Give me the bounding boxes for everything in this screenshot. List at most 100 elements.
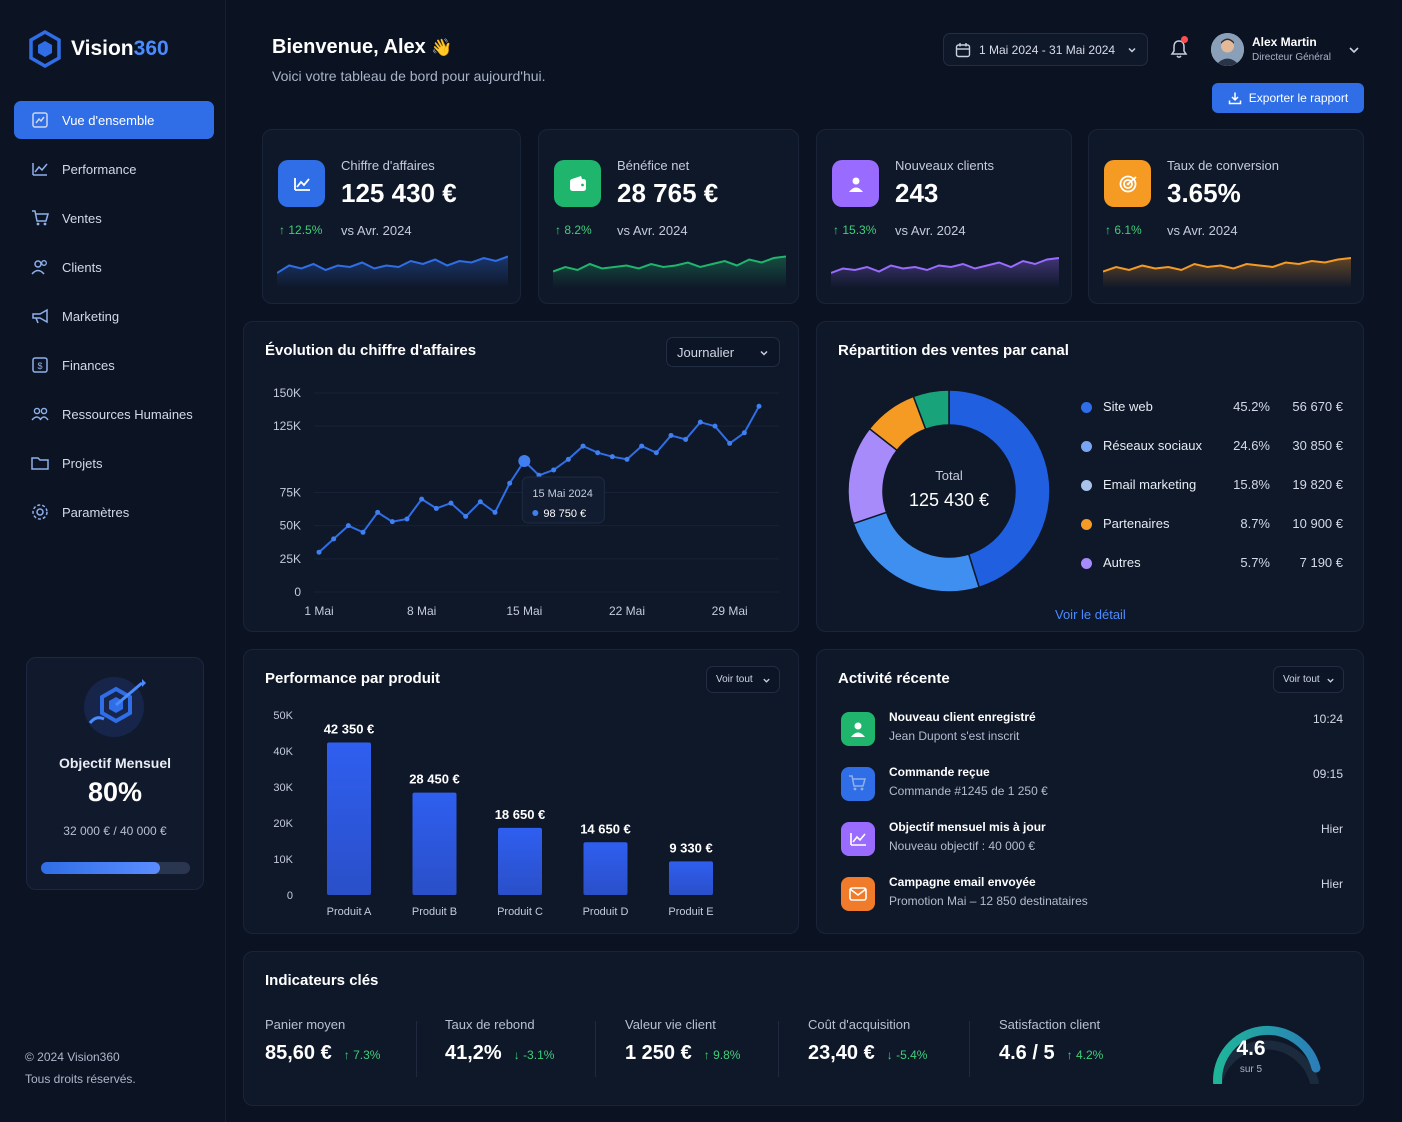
folder-icon <box>30 453 50 473</box>
logo-icon <box>29 30 61 68</box>
data-point[interactable] <box>683 436 689 442</box>
users-icon <box>30 257 50 277</box>
sidebar-item-label: Ressources Humaines <box>62 406 193 422</box>
activity-item[interactable]: Objectif mensuel mis à jour Nouveau objec… <box>839 820 1343 860</box>
products-view-all-select[interactable]: Voir tout <box>706 666 780 693</box>
x-tick-label: 1 Mai <box>304 604 333 618</box>
sparkline-line <box>553 255 786 273</box>
legend-item[interactable]: Réseaux sociaux 24.6% 30 850 € <box>1081 437 1343 457</box>
sidebar-item-3[interactable]: Clients <box>14 248 214 286</box>
sidebar-item-8[interactable]: Paramètres <box>14 493 214 531</box>
data-point[interactable] <box>419 496 425 502</box>
bar-1[interactable] <box>412 792 457 895</box>
recent-activity-card: Activité récente Voir tout Nouveau clien… <box>816 649 1364 934</box>
bar-4[interactable] <box>669 861 713 895</box>
legend-item[interactable]: Autres 5.7% 7 190 € <box>1081 554 1343 574</box>
data-point[interactable] <box>639 443 645 449</box>
data-point[interactable] <box>668 432 674 438</box>
activity-view-all-select[interactable]: Voir tout <box>1273 666 1344 693</box>
sidebar-item-6[interactable]: Ressources Humaines <box>14 395 214 433</box>
kpi-comparison: vs Avr. 2024 <box>895 223 966 238</box>
data-point[interactable] <box>404 516 410 522</box>
sidebar-item-1[interactable]: Performance <box>14 150 214 188</box>
bar-2[interactable] <box>498 827 542 895</box>
indicator-divider <box>969 1021 970 1077</box>
kpi-card-3[interactable]: Taux de conversion 3.65% ↑ 6.1% vs Avr. 202… <box>1088 129 1364 304</box>
view-detail-link[interactable]: Voir le détail <box>1055 607 1126 622</box>
sidebar-item-4[interactable]: Marketing <box>14 297 214 335</box>
activity-title: Nouveau client enregistré <box>889 710 1036 724</box>
data-point[interactable] <box>653 450 659 456</box>
legend-item[interactable]: Site web 45.2% 56 670 € <box>1081 398 1343 418</box>
kpi-card-2[interactable]: Nouveaux clients 243 ↑ 15.3% vs Avr. 2024 <box>816 129 1072 304</box>
data-point[interactable] <box>316 549 322 555</box>
data-point[interactable] <box>433 505 439 511</box>
legend-dot <box>1081 558 1092 569</box>
wallet-icon <box>554 160 601 207</box>
logo[interactable]: Vision360 <box>28 30 169 68</box>
sidebar-item-2[interactable]: Ventes <box>14 199 214 237</box>
data-point[interactable] <box>375 509 381 515</box>
notifications-button[interactable] <box>1169 36 1189 64</box>
kpi-card-1[interactable]: Bénéfice net 28 765 € ↑ 8.2% vs Avr. 2024 <box>538 129 799 304</box>
data-point[interactable] <box>492 509 498 515</box>
channel-chart-title: Répartition des ventes par canal <box>838 342 1069 359</box>
activity-item[interactable]: Nouveau client enregistré Jean Dupont s'e… <box>839 710 1343 750</box>
donut-slice-1[interactable] <box>852 511 981 593</box>
revenue-chart-title: Évolution du chiffre d'affaires <box>265 342 477 359</box>
data-point[interactable] <box>595 450 601 456</box>
data-point[interactable] <box>712 423 718 429</box>
activity-item[interactable]: Campagne email envoyée Promotion Mai – 12… <box>839 875 1343 915</box>
data-point[interactable] <box>727 440 733 446</box>
gauge-track <box>1213 1040 1319 1084</box>
y-tick-label: 50K <box>273 710 293 722</box>
data-point[interactable] <box>477 499 483 505</box>
bar-value-label: 18 650 € <box>495 807 546 822</box>
sidebar-item-label: Clients <box>62 259 102 275</box>
sidebar-item-0[interactable]: Vue d'ensemble <box>14 101 214 139</box>
data-point[interactable] <box>518 454 531 467</box>
granularity-select[interactable]: Journalier <box>666 337 780 367</box>
revenue-line-chart: 0 25K 50K 75K 125K 150K 1 Mai 8 Mai 15 Mai 22 Mai… <box>273 386 779 618</box>
bar-0[interactable] <box>327 742 371 895</box>
sidebar-item-7[interactable]: Projets <box>14 444 214 482</box>
y-tick-label: 0 <box>294 585 301 599</box>
donut-slice-0[interactable] <box>948 389 1051 589</box>
data-point[interactable] <box>609 454 615 460</box>
sidebar-item-5[interactable]: $ Finances <box>14 346 214 384</box>
legend-item[interactable]: Email marketing 15.8% 19 820 € <box>1081 476 1343 496</box>
donut-slice-4[interactable] <box>912 389 950 431</box>
data-point[interactable] <box>331 536 337 542</box>
data-point[interactable] <box>756 403 762 409</box>
legend-item[interactable]: Partenaires 8.7% 10 900 € <box>1081 515 1343 535</box>
data-point[interactable] <box>389 519 395 525</box>
data-point[interactable] <box>741 430 747 436</box>
mail-icon <box>841 877 875 911</box>
data-point[interactable] <box>551 467 557 473</box>
data-point[interactable] <box>565 456 571 462</box>
data-point[interactable] <box>463 513 469 519</box>
activity-item[interactable]: Commande reçue Commande #1245 de 1 250 € 0… <box>839 765 1343 805</box>
kpi-comparison: vs Avr. 2024 <box>617 223 688 238</box>
copyright: © 2024 Vision360 <box>25 1050 120 1064</box>
avatar[interactable] <box>1211 33 1244 66</box>
data-point[interactable] <box>624 456 630 462</box>
bar-3[interactable] <box>583 842 628 895</box>
bar-value-label: 28 450 € <box>409 772 460 787</box>
y-tick-label: 30K <box>273 782 293 794</box>
data-point[interactable] <box>360 529 366 535</box>
cart-icon <box>30 208 50 228</box>
data-point[interactable] <box>345 523 351 529</box>
activity-time: 09:15 <box>1312 767 1343 781</box>
kpi-card-0[interactable]: Chiffre d'affaires 125 430 € ↑ 12.5% vs Avr… <box>262 129 521 304</box>
data-point[interactable] <box>507 480 513 486</box>
date-range-picker[interactable]: 1 Mai 2024 - 31 Mai 2024 <box>943 33 1148 66</box>
export-report-button[interactable]: Exporter le rapport <box>1212 83 1364 113</box>
user-menu-chevron-icon[interactable] <box>1348 44 1360 56</box>
data-point[interactable] <box>697 419 703 425</box>
data-point[interactable] <box>448 500 454 506</box>
data-point[interactable] <box>580 443 586 449</box>
legend-percent: 45.2% <box>1233 399 1270 414</box>
monthly-goal-card: Objectif Mensuel 80% 32 000 € / 40 000 € <box>26 657 204 890</box>
indicator-label: Panier moyen <box>265 1017 346 1032</box>
